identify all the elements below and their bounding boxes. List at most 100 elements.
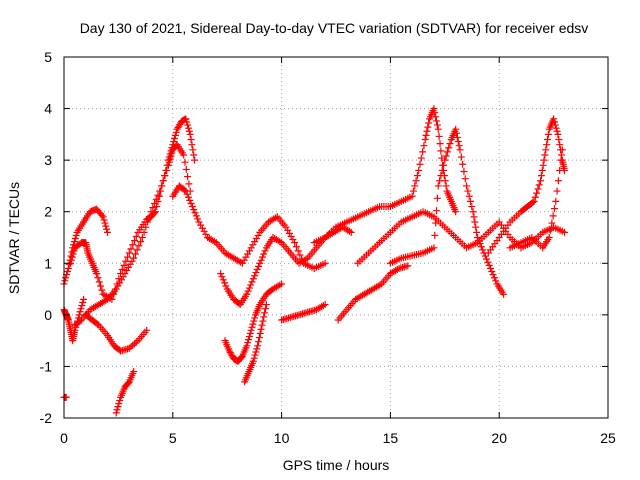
data-point [558, 146, 566, 154]
data-point [438, 166, 446, 174]
data-point [431, 231, 439, 239]
data-point [253, 345, 261, 353]
data-point [63, 268, 71, 276]
data-point [560, 228, 568, 236]
data-point [404, 262, 412, 270]
data-point [433, 117, 441, 125]
data-point [261, 247, 269, 255]
data-point [165, 158, 173, 166]
data-point [420, 142, 428, 150]
data-point [278, 280, 286, 288]
data-point [471, 218, 479, 226]
data-point [151, 199, 159, 207]
data-point [94, 274, 102, 282]
data-point [132, 338, 140, 346]
data-point [434, 125, 442, 133]
data-point [190, 151, 198, 159]
data-point [284, 226, 292, 234]
data-point [417, 154, 425, 162]
data-point [104, 228, 112, 236]
data-point [443, 148, 451, 156]
data-point [456, 146, 464, 154]
data-point [260, 313, 268, 321]
data-point [192, 212, 200, 220]
data-point [244, 250, 252, 258]
data-point [125, 249, 133, 257]
data-point [154, 191, 162, 199]
data-point [285, 229, 293, 237]
data-point [61, 277, 69, 285]
data-point [202, 230, 210, 238]
data-point [550, 115, 558, 123]
data-point [490, 274, 498, 282]
data-point [242, 253, 250, 261]
data-point [433, 121, 441, 129]
data-point [164, 161, 172, 169]
series-arc-11 [241, 301, 270, 386]
data-point [131, 237, 139, 245]
data-point [140, 228, 148, 236]
data-point [245, 247, 253, 255]
data-point [182, 165, 190, 173]
data-point [257, 256, 265, 264]
data-point [197, 221, 205, 229]
data-point [439, 161, 447, 169]
data-point [411, 182, 419, 190]
data-point [182, 115, 190, 123]
data-point [557, 156, 565, 164]
data-point [548, 219, 556, 227]
data-point [533, 189, 541, 197]
data-point [145, 213, 153, 221]
data-point [251, 351, 259, 359]
y-tick-label: 3 [44, 152, 52, 168]
data-point [250, 354, 258, 362]
series-arc-8 [169, 182, 329, 272]
data-point [98, 211, 106, 219]
series-arc-14 [310, 105, 460, 247]
data-point [244, 339, 252, 347]
data-point [473, 228, 481, 236]
data-point [551, 121, 559, 129]
data-point [252, 348, 260, 356]
grid [64, 57, 608, 418]
data-point [221, 279, 229, 287]
data-point [262, 301, 270, 309]
data-point [100, 216, 108, 224]
data-point [78, 302, 86, 310]
axis-ticks: 0 5 10 15 20 25 -2 -1 0 1 2 3 4 5 [40, 49, 616, 446]
data-point [260, 250, 268, 258]
data-point [189, 146, 197, 154]
data-point [289, 236, 297, 244]
data-point [184, 193, 192, 201]
x-tick-label: 5 [169, 430, 177, 446]
data-point [419, 148, 427, 156]
data-point [184, 173, 192, 181]
series-arc-6 [112, 368, 138, 417]
data-point [251, 272, 259, 280]
data-point [452, 125, 460, 133]
data-point [486, 264, 494, 272]
data-point [71, 235, 79, 243]
data-point [555, 136, 563, 144]
series-arc-5 [82, 311, 151, 355]
data-point [97, 282, 105, 290]
data-point [142, 223, 150, 231]
data-point [459, 160, 467, 168]
data-point [65, 260, 73, 268]
data-point [198, 224, 206, 232]
data-point [542, 146, 550, 154]
data-point [321, 259, 329, 267]
data-point [291, 239, 299, 247]
data-point [544, 130, 552, 138]
data-point [538, 166, 546, 174]
data-point [500, 290, 508, 298]
data-point [424, 123, 432, 131]
data-point [258, 321, 266, 329]
data-point [530, 197, 538, 205]
data-point [250, 317, 258, 325]
data-point [246, 329, 254, 337]
data-point [222, 282, 230, 290]
data-point [430, 244, 438, 252]
data-point [247, 326, 255, 334]
data-point [180, 151, 188, 159]
